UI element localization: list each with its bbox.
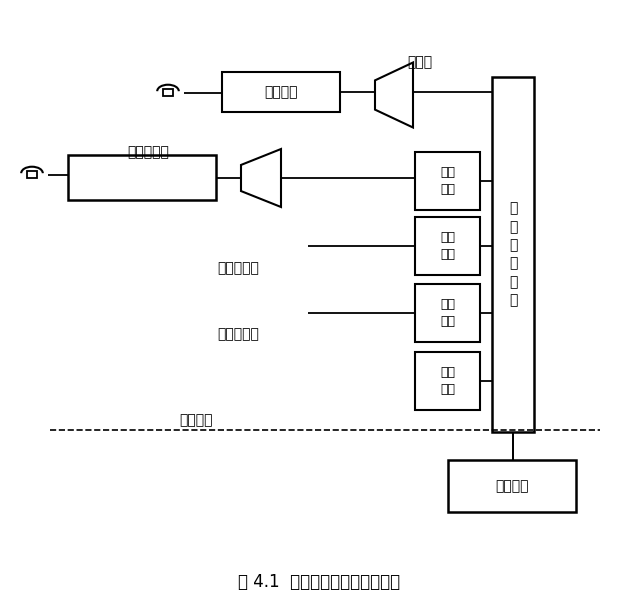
Text: 数
字
交
换
网
络: 数 字 交 换 网 络 bbox=[509, 201, 517, 307]
Text: 用户电路: 用户电路 bbox=[265, 85, 298, 99]
Polygon shape bbox=[241, 149, 281, 207]
Text: 图 4.1  程控数字交换机基本结构: 图 4.1 程控数字交换机基本结构 bbox=[238, 573, 400, 591]
Text: 用户级: 用户级 bbox=[408, 55, 433, 69]
Text: 话路设备: 话路设备 bbox=[180, 413, 213, 427]
Polygon shape bbox=[415, 217, 480, 275]
Text: 数字
终端: 数字 终端 bbox=[440, 231, 455, 261]
Text: 模拟中继线: 模拟中继线 bbox=[217, 327, 259, 341]
FancyBboxPatch shape bbox=[27, 171, 38, 178]
Polygon shape bbox=[415, 284, 480, 342]
Polygon shape bbox=[415, 152, 480, 210]
Polygon shape bbox=[68, 155, 216, 200]
Polygon shape bbox=[492, 77, 534, 432]
Polygon shape bbox=[448, 460, 576, 512]
Polygon shape bbox=[222, 72, 340, 112]
Text: 数字中继线: 数字中继线 bbox=[217, 261, 259, 275]
Text: 远端用户级: 远端用户级 bbox=[127, 145, 169, 159]
Text: 信令
部件: 信令 部件 bbox=[440, 366, 455, 396]
Text: 控制设备: 控制设备 bbox=[495, 479, 528, 493]
FancyBboxPatch shape bbox=[162, 90, 173, 96]
Polygon shape bbox=[415, 352, 480, 410]
Text: 数字
终端: 数字 终端 bbox=[440, 166, 455, 196]
Polygon shape bbox=[375, 62, 413, 127]
Text: 模拟
终端: 模拟 终端 bbox=[440, 298, 455, 328]
